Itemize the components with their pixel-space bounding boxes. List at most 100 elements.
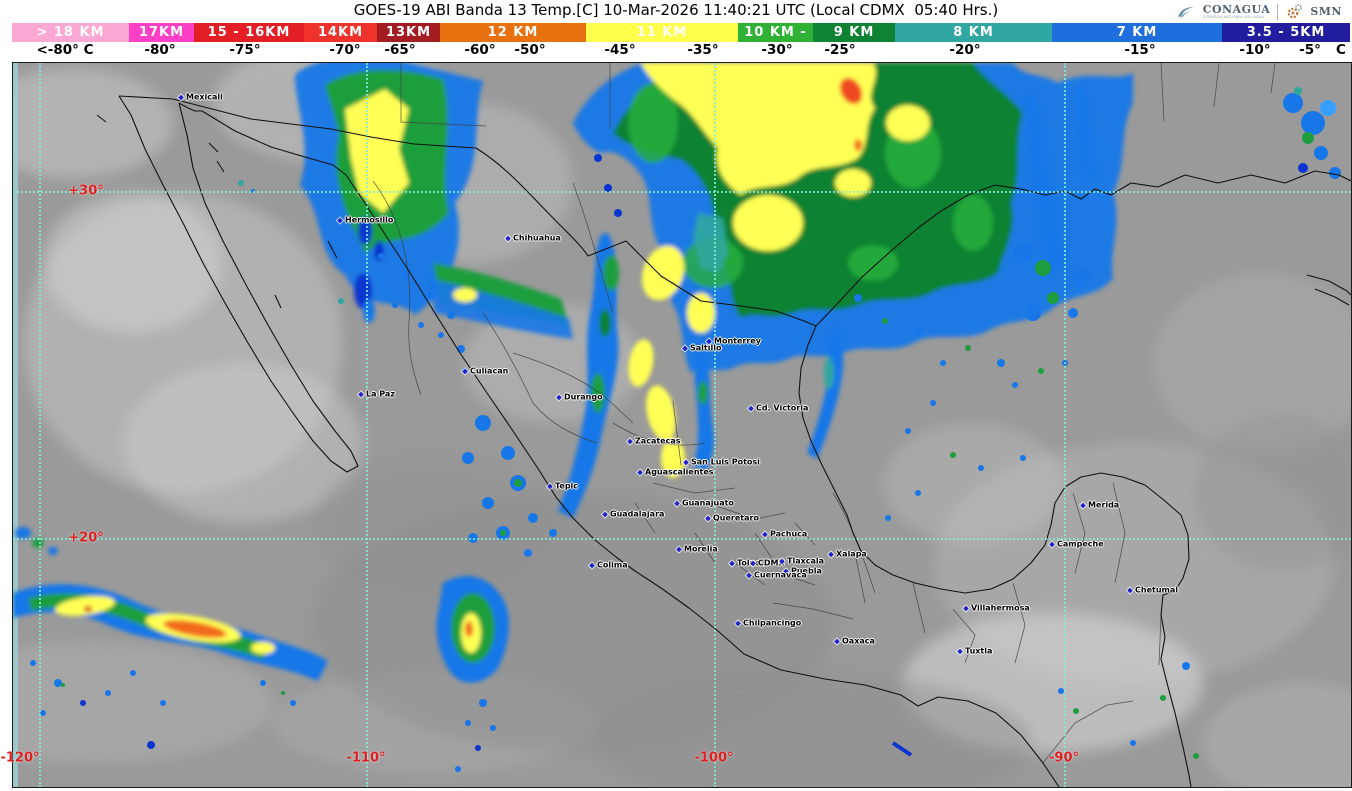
latitude-label: +20° xyxy=(68,530,104,546)
city-label: Pachuca xyxy=(760,529,807,539)
city-label: Campeche xyxy=(1047,540,1104,549)
temp-scale-label: -45° xyxy=(604,42,636,58)
city-name: Mexicali xyxy=(186,92,223,102)
temp-scale-label: -60° xyxy=(464,42,496,58)
city-marker-icon xyxy=(672,498,682,508)
city-marker-icon xyxy=(955,646,965,656)
city-label: Hermosillo xyxy=(335,215,393,225)
temp-scale-label: -75° xyxy=(229,42,261,58)
city-marker-icon xyxy=(503,233,513,243)
speck-layer xyxy=(30,87,1341,772)
temp-scale-label: -50° xyxy=(514,42,546,58)
city-label: Merida xyxy=(1078,500,1119,510)
city-marker-icon xyxy=(832,636,842,646)
longitude-label: -90° xyxy=(1049,750,1079,766)
city-name: Culiacan xyxy=(470,366,509,376)
city-marker-icon xyxy=(703,513,713,523)
city-label: Morelia xyxy=(674,544,718,554)
satellite-image xyxy=(13,63,1351,787)
city-marker-icon xyxy=(460,366,470,376)
latitude-line xyxy=(13,191,1351,193)
scan-edge-strip xyxy=(13,63,18,787)
city-label: Tlaxcala xyxy=(777,556,825,566)
city-label: Durango xyxy=(554,392,603,402)
city-marker-icon xyxy=(635,467,645,477)
city-label: Culiacan xyxy=(460,366,509,376)
agency-logos: CONAGUA COMISIÓN NACIONAL DEL AGUA SMN xyxy=(1171,1,1346,23)
city-marker-icon xyxy=(727,558,737,568)
temp-scale-label: <-80° C xyxy=(36,42,94,58)
city-marker-icon xyxy=(744,570,754,580)
city-marker-icon xyxy=(826,549,836,559)
city-marker-icon xyxy=(961,603,971,613)
city-marker-icon xyxy=(1125,585,1135,595)
coastline-layer xyxy=(96,95,1351,787)
smn-logo-text: SMN xyxy=(1310,5,1342,18)
city-name: Villahermosa xyxy=(971,603,1030,613)
city-marker-icon xyxy=(335,215,345,225)
legend-segment: 12 KM xyxy=(440,23,586,42)
city-name: Guanajuato xyxy=(682,498,734,508)
legend-segment: 13KM xyxy=(377,23,440,42)
city-label: Saltillo xyxy=(680,344,721,353)
city-label: Mexicali xyxy=(176,92,223,102)
conagua-logo-text: CONAGUA xyxy=(1202,3,1271,16)
city-marker-icon xyxy=(760,529,770,539)
city-marker-icon xyxy=(625,436,635,446)
city-label: Puebla xyxy=(781,567,822,576)
city-marker-icon xyxy=(600,509,610,519)
city-name: Chetumal xyxy=(1135,585,1178,595)
city-name: Tuxtla xyxy=(965,646,993,656)
temp-scale-label: -35° xyxy=(687,42,719,58)
city-marker-icon xyxy=(1078,500,1088,510)
city-label: Chihuahua xyxy=(503,233,561,243)
city-name: CDMX xyxy=(758,558,785,568)
city-name: Cuernavaca xyxy=(754,570,807,580)
temp-scale-label: -10° xyxy=(1239,42,1271,58)
city-name: Tlaxcala xyxy=(787,556,825,566)
temp-scale: <-80° C -80° -75° -70° -65° -60° -50° -45° -35° -… xyxy=(0,42,1352,61)
city-marker-icon xyxy=(746,403,756,413)
legend-segment: 14KM xyxy=(304,23,377,42)
city-name: Tepic xyxy=(555,481,579,491)
legend-segment: 10 KM - xyxy=(738,23,813,42)
legend-segment: 17KM xyxy=(129,23,194,42)
city-name: Morelia xyxy=(684,544,718,554)
temp-scale-label: -20° xyxy=(949,42,981,58)
logo-divider xyxy=(1277,4,1279,20)
state-boundary-layer xyxy=(372,63,1276,764)
city-marker-icon xyxy=(545,481,555,491)
temp-scale-label: -70° xyxy=(329,42,361,58)
city-label: San Luis Potosi xyxy=(681,457,760,467)
city-marker-icon xyxy=(356,389,366,399)
smn-logo-icon xyxy=(1288,4,1303,19)
city-name: Chihuahua xyxy=(513,233,561,243)
city-name: Queretaro xyxy=(713,513,759,523)
city-name: Zacatecas xyxy=(635,436,681,446)
city-marker-icon xyxy=(554,392,564,402)
city-label: Guanajuato xyxy=(672,498,734,508)
city-label: Colima xyxy=(587,561,628,570)
city-label: Queretaro xyxy=(703,513,759,523)
city-label: Monterrey xyxy=(704,337,761,346)
city-name: Aguascalientes xyxy=(645,467,714,477)
longitude-line xyxy=(366,63,368,787)
legend-segment: 9 KM xyxy=(813,23,895,42)
legend-segment: 7 KM xyxy=(1052,23,1222,42)
temp-scale-label: -25° xyxy=(824,42,856,58)
city-label: Oaxaca xyxy=(832,636,875,646)
storm-cloud-layer xyxy=(13,63,1133,683)
legend-segment: 11 KM xyxy=(586,23,738,42)
city-label: Tuxtla xyxy=(955,646,993,656)
temp-scale-label: -5° xyxy=(1299,42,1321,58)
city-label: Aguascalientes xyxy=(635,467,714,477)
city-label: Villahermosa xyxy=(961,603,1030,613)
city-label: Chilpancingo xyxy=(733,619,801,628)
city-label: Guadalajara xyxy=(600,509,665,519)
city-marker-icon xyxy=(681,457,691,467)
city-name: Guadalajara xyxy=(610,509,665,519)
legend-bar: > 18 KM 17KM 15 - 16KM 14KM 13KM 12 KM 11 KM 10… xyxy=(12,23,1350,42)
legend-segment: 8 KM xyxy=(895,23,1052,42)
longitude-label: -120° xyxy=(0,750,40,766)
